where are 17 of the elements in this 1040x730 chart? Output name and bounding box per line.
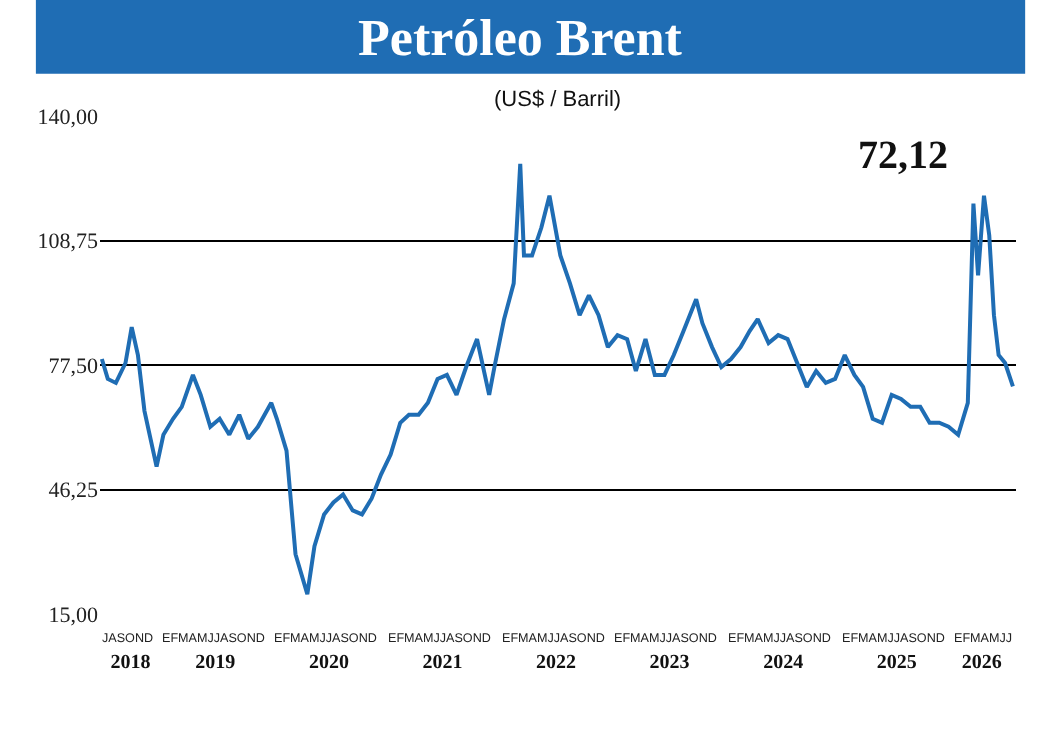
- x-tick-label: 2020: [309, 652, 350, 674]
- y-tick-label: 140,00: [37, 105, 99, 130]
- x-tick-label: 2024: [763, 652, 804, 674]
- y-tick-label: 46,25: [48, 479, 99, 504]
- y-tick-label: 15,00: [48, 603, 99, 628]
- x-tick-label: 2025: [876, 652, 917, 674]
- x-tick-label: 2021: [422, 652, 463, 674]
- x-tick-label: 2018: [110, 652, 151, 674]
- x-tick-label: 2026: [961, 652, 1002, 674]
- y-tick-label: 77,50: [48, 354, 99, 379]
- annotation: 72,12: [858, 134, 948, 178]
- chart-subtitle: (US$ / Barril): [494, 88, 622, 112]
- x-tick-label: 2023: [649, 652, 690, 674]
- y-tick-label: 108,75: [37, 230, 99, 255]
- chart-title: Petróleo Brent: [358, 8, 683, 67]
- x-tick-label: 2019: [195, 652, 236, 674]
- x-tick-label: 2022: [535, 652, 576, 674]
